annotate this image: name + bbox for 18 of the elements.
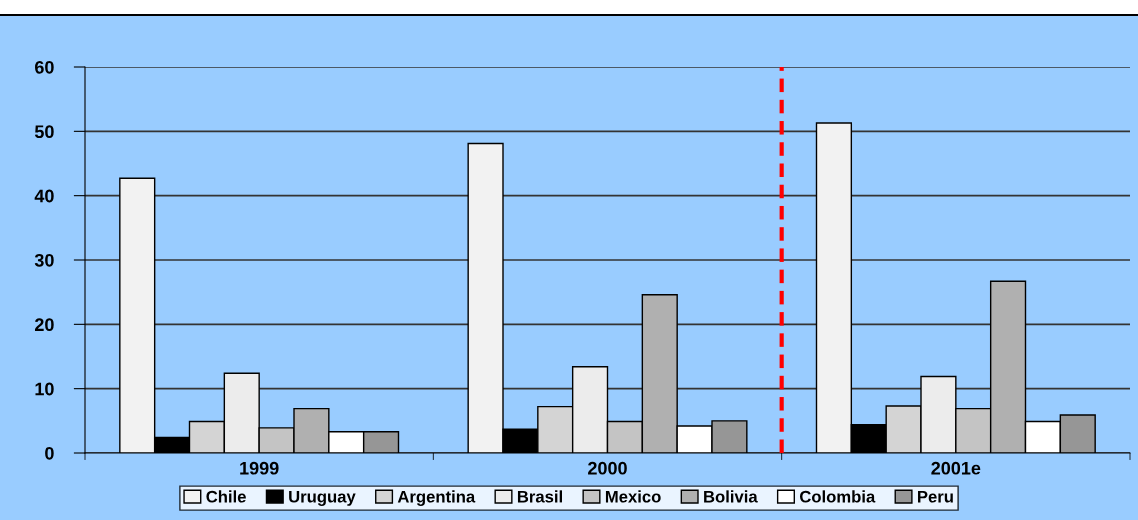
legend-label: Brasil: [517, 490, 562, 503]
legend-label: Bolivia: [704, 490, 758, 503]
legend-label: Peru: [918, 490, 953, 503]
y-tick-label: 20: [34, 318, 54, 332]
legend-label: Colombia: [799, 490, 876, 503]
x-tick-label: 2000: [588, 461, 627, 475]
y-tick-label: 50: [34, 125, 54, 139]
legend-label: Mexico: [605, 490, 661, 503]
y-tick-label: 0: [45, 446, 54, 460]
y-tick-label: 10: [35, 382, 54, 396]
legend-label: Argentina: [397, 490, 476, 506]
x-tick-label: 1999: [240, 461, 279, 475]
y-tick-label: 60: [35, 60, 54, 74]
x-tick-label: 2001e: [931, 461, 981, 475]
y-tick-label: 40: [34, 189, 54, 203]
legend-label: Uruguay: [289, 490, 356, 506]
y-tick-label: 30: [34, 253, 54, 267]
legend-label: Chile: [206, 490, 246, 503]
